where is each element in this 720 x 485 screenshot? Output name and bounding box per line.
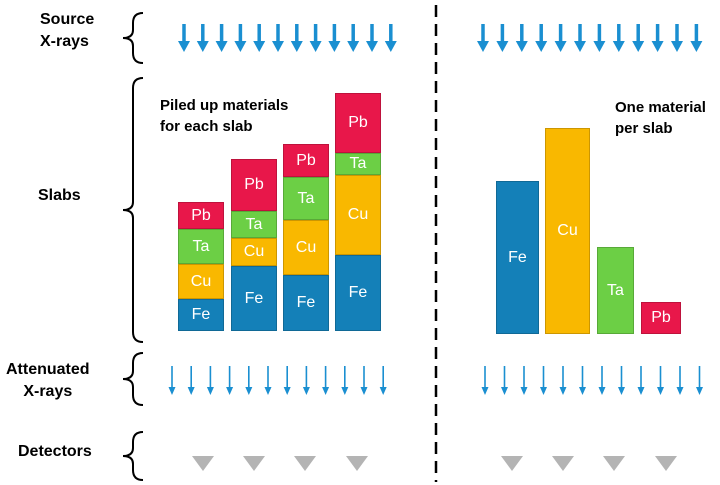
source-arrow-right-head (593, 41, 606, 52)
layer-cu: Cu (178, 264, 224, 299)
source-arrow-right-head (496, 41, 509, 52)
layer-pb: Pb (178, 202, 224, 229)
layer-fe: Fe (335, 255, 381, 331)
source-arrow-right-head (574, 41, 586, 52)
source-arrow-right-head (612, 41, 625, 52)
attenuated-arrow-left-head (187, 387, 195, 395)
layer-cu: Cu (335, 175, 381, 255)
attenuated-arrow-left-head (264, 387, 272, 395)
piled-slab: Pb Ta Cu Fe (283, 144, 329, 331)
source-arrow-left-head (272, 41, 284, 52)
layer-pb: Pb (335, 93, 381, 153)
source-arrow-right-head (554, 41, 567, 52)
detector-icon (243, 456, 265, 471)
source-arrow-right-head (632, 41, 645, 52)
layer-cu: Cu (283, 220, 329, 275)
source-arrow-right-head (515, 41, 528, 52)
label-attenuated-xrays: Attenuated X-rays (6, 361, 90, 400)
layer-fe: Fe (178, 299, 224, 331)
attenuated-arrow-right-head (637, 387, 645, 395)
label-detectors: Detectors (18, 443, 92, 460)
label-source-xrays: Source X-rays (40, 11, 95, 50)
attenuated-arrow-left-head (283, 387, 291, 395)
slab-cu: Cu (545, 128, 590, 334)
attenuated-arrow-left-head (206, 387, 214, 395)
source-arrow-left-head (215, 41, 228, 52)
source-arrow-right-head (535, 41, 548, 52)
layer-ta: Ta (231, 211, 277, 238)
attenuated-arrow-left-head (168, 387, 176, 395)
source-arrow-left-head (178, 41, 190, 52)
source-arrow-left-head (347, 41, 360, 52)
brace-source (122, 12, 144, 64)
brace-slabs (122, 77, 144, 343)
layer-fe: Fe (231, 266, 277, 331)
attenuated-arrow-left-head (322, 387, 330, 395)
brace-detectors (122, 431, 144, 481)
detector-icon (294, 456, 316, 471)
source-arrow-left-head (309, 41, 322, 52)
attenuated-arrow-left-head (245, 387, 253, 395)
detector-icon (552, 456, 574, 471)
layer-cu: Cu (231, 238, 277, 266)
attenuated-arrow-right-head (481, 387, 489, 395)
attenuated-arrow-left-head (360, 387, 368, 395)
source-arrow-left-head (366, 41, 378, 52)
detector-icon (192, 456, 214, 471)
layer-ta: Ta (335, 153, 381, 175)
detector-icon (655, 456, 677, 471)
attenuated-arrow-right-head (520, 387, 528, 395)
attenuated-arrow-left-head (226, 387, 234, 395)
attenuated-arrow-right-head (676, 387, 684, 395)
source-arrow-right-head (671, 41, 683, 52)
slab-fe: Fe (496, 181, 539, 334)
source-arrow-right-head (651, 41, 664, 52)
attenuated-arrow-left-head (341, 387, 349, 395)
layer-fe: Fe (283, 275, 329, 331)
source-arrow-left-head (328, 41, 341, 52)
attenuated-arrow-right-head (618, 387, 625, 395)
attenuated-arrow-right-head (657, 387, 664, 395)
source-arrow-left-head (290, 41, 303, 52)
source-arrow-right-head (477, 41, 489, 52)
layer-pb: Pb (283, 144, 329, 177)
attenuated-arrow-right-head (559, 387, 567, 395)
annotation-piled-up: Piled up materials for each slab (160, 97, 289, 135)
attenuated-arrow-right-head (501, 387, 508, 395)
attenuated-arrow-right-head (598, 387, 606, 395)
detector-icon (501, 456, 523, 471)
attenuated-arrow-right-head (540, 387, 547, 395)
source-arrow-right-head (690, 41, 703, 52)
layer-ta: Ta (283, 177, 329, 220)
layer-ta: Ta (178, 229, 224, 264)
detector-icon (603, 456, 625, 471)
slab-pb: Pb (641, 302, 681, 334)
attenuated-arrow-right-head (579, 387, 586, 395)
attenuated-arrow-right-head (696, 387, 703, 395)
brace-attenuated (122, 352, 144, 406)
source-arrow-left-head (234, 41, 247, 52)
piled-slab: Pb Ta Cu Fe (178, 202, 224, 331)
layer-pb: Pb (231, 159, 277, 211)
source-arrow-left-head (384, 41, 397, 52)
annotation-one-material: One material per slab (615, 99, 706, 137)
piled-slab: Pb Ta Cu Fe (231, 159, 277, 331)
label-slabs: Slabs (38, 187, 81, 204)
slab-ta: Ta (597, 247, 634, 334)
attenuated-arrow-left-head (379, 387, 387, 395)
source-arrow-left-head (253, 41, 266, 52)
attenuated-arrow-left-head (302, 387, 310, 395)
source-arrow-left-head (196, 41, 209, 52)
piled-slab: Pb Ta Cu Fe (335, 93, 381, 331)
detector-icon (346, 456, 368, 471)
